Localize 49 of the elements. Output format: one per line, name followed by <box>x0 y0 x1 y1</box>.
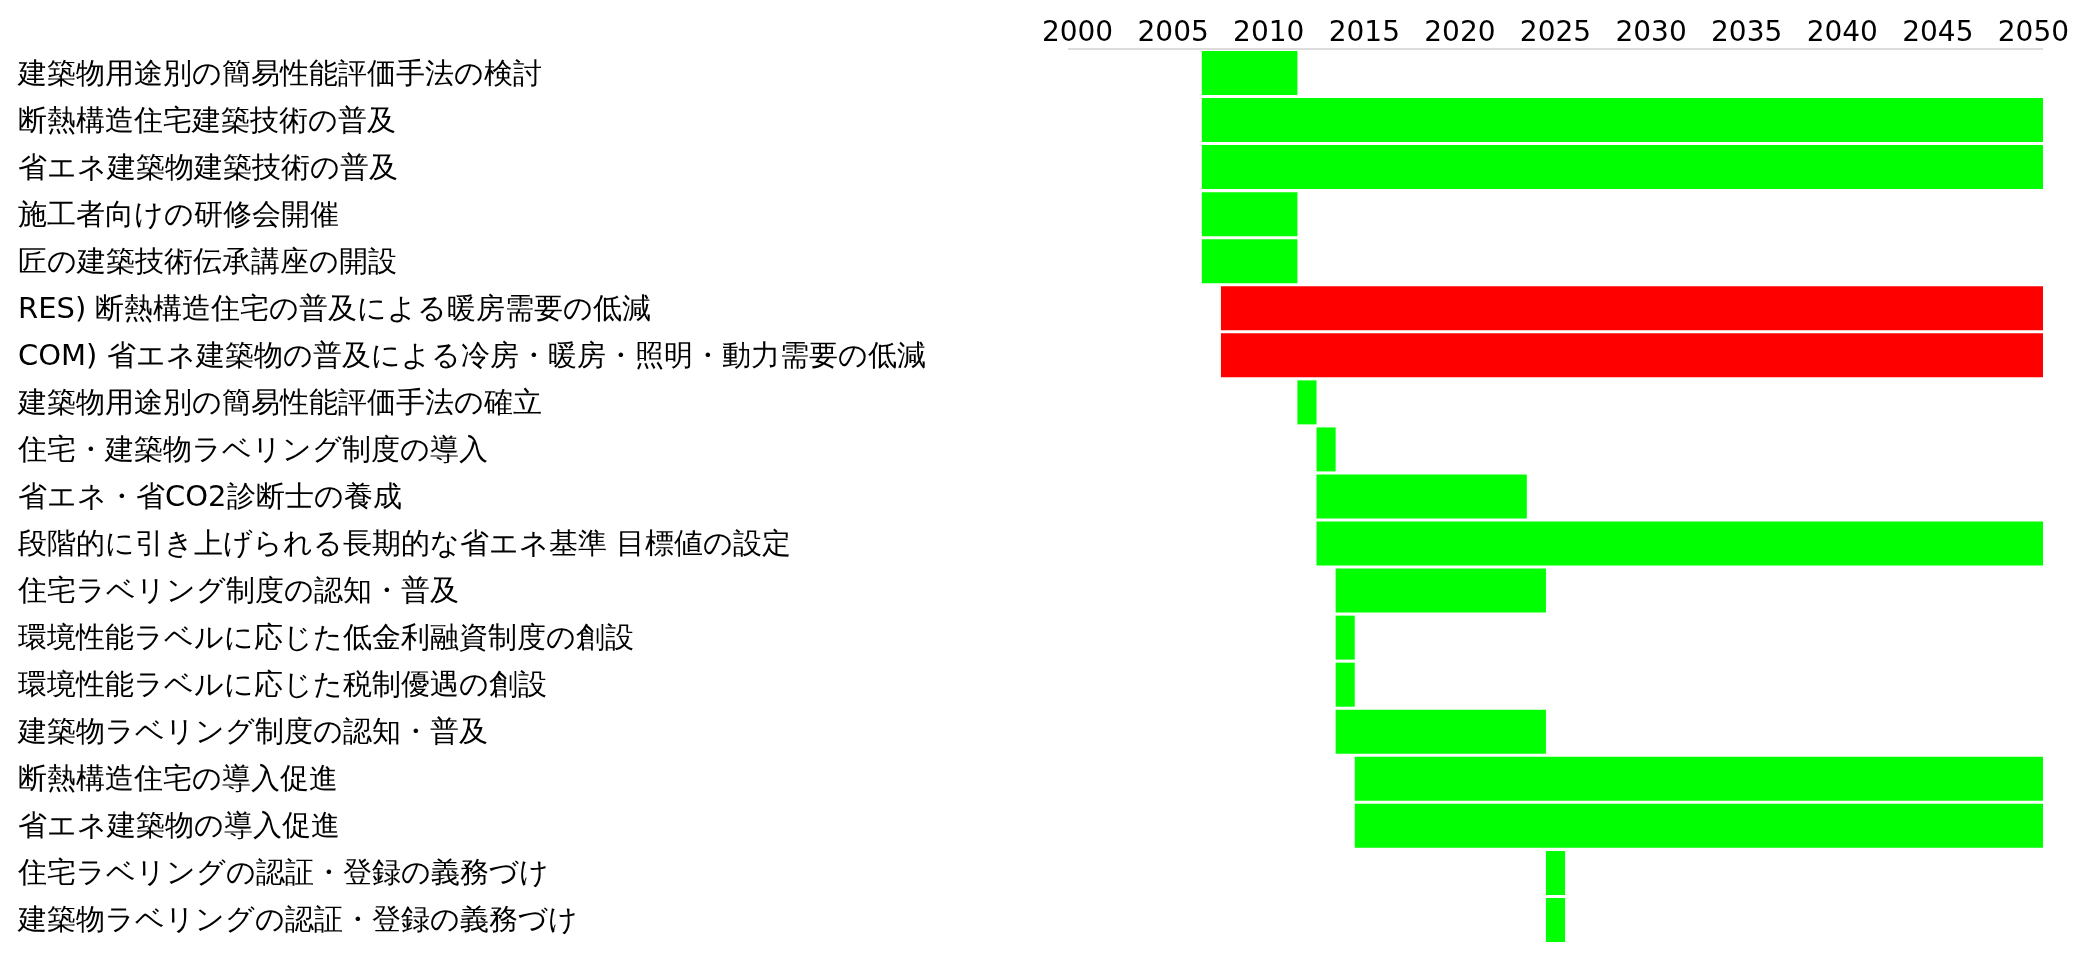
x-tick-label: 2050 <box>1997 15 2070 48</box>
bar <box>1335 709 1546 754</box>
y-tick-label: 断熱構造住宅建築技術の普及 <box>18 102 396 137</box>
x-tick-label: 2015 <box>1328 15 1400 48</box>
x-tick-label: 2000 <box>1041 15 1114 48</box>
bar <box>1201 145 2043 190</box>
y-tick-label: 環境性能ラベルに応じた低金利融資制度の創設 <box>18 620 634 655</box>
y-tick-label: 省エネ・省CO2診断士の養成 <box>18 479 402 513</box>
y-tick-label: 建築物用途別の簡易性能評価手法の検討 <box>17 55 542 90</box>
y-tick-label: 建築物ラベリングの認証・登録の義務づけ <box>17 902 578 937</box>
y-tick-label: 建築物用途別の簡易性能評価手法の確立 <box>17 384 542 419</box>
y-tick-label: 省エネ建築物建築技術の普及 <box>18 149 398 184</box>
bar <box>1354 756 2043 801</box>
x-tick-label: 2010 <box>1233 15 1305 48</box>
y-tick-label: 施工者向けの研修会開催 <box>18 196 339 231</box>
bar <box>1316 521 2043 566</box>
y-tick-label: 住宅ラベリング制度の認知・普及 <box>17 573 459 608</box>
y-tick-label: RES) 断熱構造住宅の普及による暖房需要の低減 <box>18 290 652 325</box>
y-tick-label: 建築物ラベリング制度の認知・普及 <box>17 714 488 749</box>
y-tick-label: COM) 省エネ建築物の普及による冷房・暖房・照明・動力需要の低減 <box>18 337 926 372</box>
bar <box>1316 427 1336 472</box>
y-tick-label: 環境性能ラベルに応じた税制優遇の創設 <box>18 667 547 702</box>
x-tick-label: 2005 <box>1137 15 1209 48</box>
bar <box>1335 568 1546 613</box>
x-tick-label: 2035 <box>1711 15 1783 48</box>
bar <box>1545 850 1566 895</box>
y-tick-label: 住宅・建築物ラベリング制度の導入 <box>17 431 488 466</box>
bar <box>1220 333 2043 378</box>
bar <box>1354 803 2043 848</box>
y-tick-label: 住宅ラベリングの認証・登録の義務づけ <box>17 855 549 890</box>
bar <box>1201 98 2043 143</box>
bar <box>1201 51 1298 95</box>
x-tick-label: 2040 <box>1806 15 1878 48</box>
bar <box>1297 380 1317 425</box>
bar <box>1335 615 1355 660</box>
bar <box>1316 474 1527 519</box>
bar <box>1220 286 2043 331</box>
bar <box>1201 239 1298 284</box>
x-tick-label: 2020 <box>1424 15 1496 48</box>
y-tick-label: 匠の建築技術伝承講座の開設 <box>18 243 397 278</box>
bar <box>1335 662 1355 707</box>
y-tick-label: 段階的に引き上げられる長期的な省エネ基準 目標値の設定 <box>18 526 792 561</box>
y-tick-label: 省エネ建築物の導入促進 <box>18 808 340 843</box>
x-tick-label: 2030 <box>1615 15 1687 48</box>
x-tick-label: 2045 <box>1902 15 1974 48</box>
x-tick-label: 2025 <box>1519 15 1592 48</box>
bar <box>1545 897 1566 942</box>
bar <box>1201 192 1298 237</box>
y-tick-label: 断熱構造住宅の導入促進 <box>18 761 338 796</box>
